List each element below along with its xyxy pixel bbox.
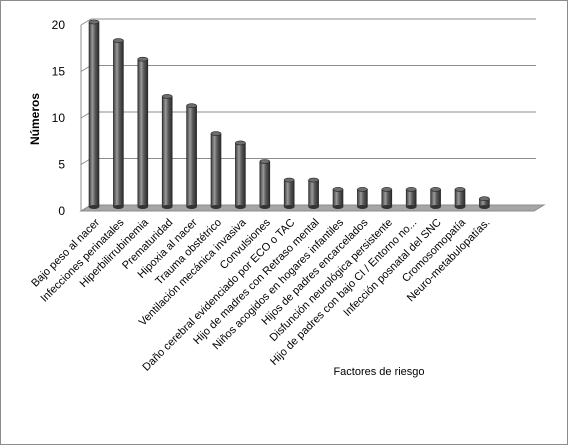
bar	[113, 38, 124, 209]
bar-cap	[381, 187, 393, 192]
bar-body	[235, 142, 246, 208]
bar-cap	[430, 187, 441, 192]
bar	[454, 187, 466, 209]
bar	[308, 177, 319, 209]
bar-cap	[332, 187, 344, 192]
bar-cap	[210, 131, 222, 136]
bar-base	[162, 205, 173, 209]
bar-body	[113, 40, 124, 208]
bar	[210, 131, 222, 209]
bar-cap	[308, 177, 319, 183]
bar	[357, 187, 368, 209]
bar	[259, 159, 271, 209]
bar-body	[186, 105, 197, 208]
bar	[137, 56, 149, 209]
bar-base	[113, 205, 124, 209]
bar-body	[259, 161, 271, 208]
bar-cap	[479, 196, 490, 201]
bar-cap	[186, 103, 197, 108]
gridline-depth	[80, 18, 92, 26]
bar-base	[137, 205, 148, 209]
bar-body	[332, 189, 344, 208]
y-tick-label: 15	[52, 65, 66, 79]
bar-base	[284, 205, 295, 209]
bar	[405, 187, 417, 209]
bar-cap	[454, 187, 466, 192]
bar-cap	[113, 38, 124, 43]
bar	[479, 196, 490, 209]
bar-base	[186, 205, 197, 209]
bar-body	[405, 189, 417, 208]
y-tick-label: 0	[58, 204, 65, 218]
bar	[186, 103, 197, 209]
bar	[88, 19, 100, 209]
y-tick-label: 5	[58, 158, 65, 172]
bar-body	[283, 179, 295, 208]
bar	[381, 187, 393, 209]
bar-cap	[259, 159, 271, 164]
bar	[161, 94, 173, 209]
bar-body	[137, 58, 149, 208]
bar-cap	[235, 140, 246, 146]
bar-base	[89, 205, 99, 209]
bar	[235, 140, 246, 209]
bar-body	[430, 189, 441, 208]
bar-body	[210, 133, 222, 208]
bar-cap	[405, 187, 417, 192]
bar-base	[357, 205, 368, 209]
bar-base	[455, 205, 465, 209]
bar	[430, 187, 441, 209]
bar-body	[88, 21, 100, 208]
bar-cap	[88, 19, 100, 25]
bar-body	[454, 189, 466, 208]
bar-base	[235, 205, 246, 209]
bar-cap	[357, 187, 368, 192]
bars	[88, 19, 490, 209]
bar	[332, 187, 344, 209]
y-tick-label: 20	[52, 18, 66, 32]
bar-cap	[283, 177, 295, 183]
bar-cap	[161, 94, 173, 99]
bar-base	[259, 205, 270, 209]
bar-body	[161, 96, 173, 208]
y-tick-label: 10	[52, 111, 66, 125]
bar	[283, 177, 295, 209]
bar-base	[333, 205, 343, 209]
bar-base	[308, 205, 319, 209]
bar-base	[211, 205, 221, 209]
y-axis-title: Números	[28, 93, 42, 145]
bar-base	[479, 205, 490, 209]
bar-base	[406, 205, 417, 209]
bar-body	[308, 179, 319, 208]
bar-base	[430, 205, 441, 209]
x-axis-title: Factores de riesgo	[333, 366, 424, 378]
bar-cap	[137, 56, 149, 62]
bar-body	[357, 189, 368, 208]
bar-body	[381, 189, 393, 208]
y-axis-ticks: 0 5 10 15 20	[52, 18, 66, 218]
bar-base	[381, 205, 392, 209]
